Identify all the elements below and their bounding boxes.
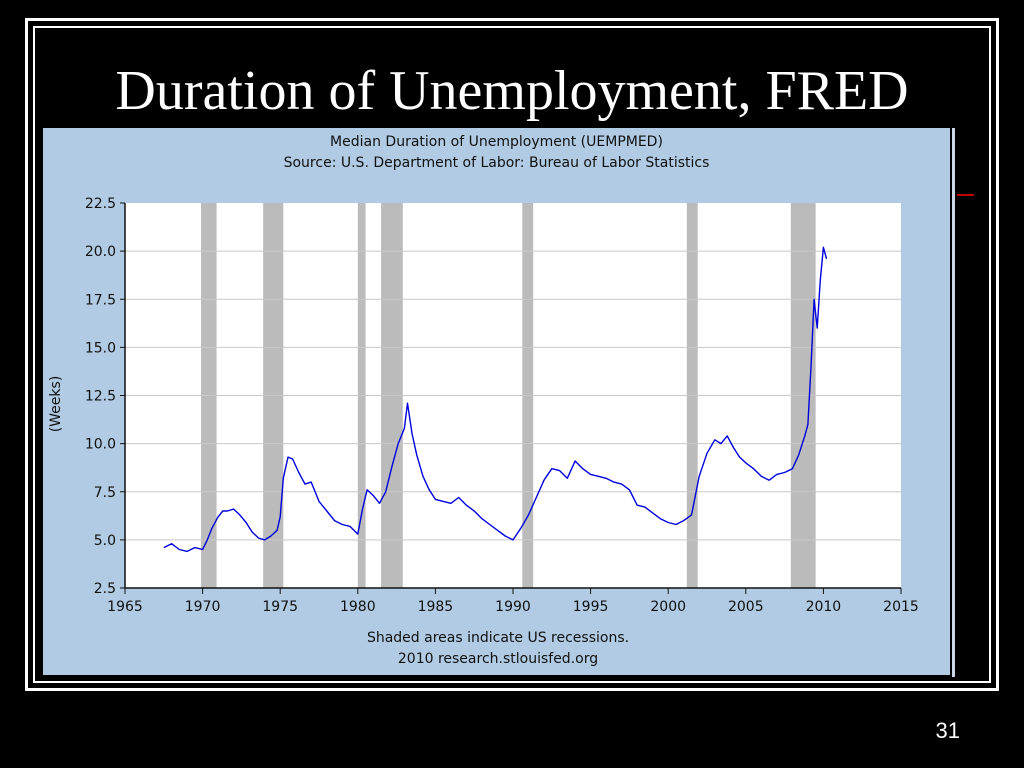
- panel-edge-rule: [952, 128, 955, 677]
- x-tick-label: 1965: [107, 599, 143, 615]
- chart-title: Median Duration of Unemployment (UEMPMED…: [330, 134, 663, 150]
- chart-footnote-recessions: Shaded areas indicate US recessions.: [367, 630, 629, 646]
- x-tick-label: 1970: [185, 599, 221, 615]
- y-tick-label: 7.5: [94, 485, 116, 501]
- y-tick-label: 22.5: [85, 196, 116, 212]
- y-tick-label: 12.5: [85, 389, 116, 405]
- chart-subtitle: Source: U.S. Department of Labor: Bureau…: [283, 155, 710, 171]
- y-tick-label: 5.0: [94, 533, 116, 549]
- axes: 2.5 5.0 7.5 10.0 12.5 15.0 17.5 20.0 22.5 1965 197…: [85, 196, 919, 615]
- x-tick-label: 1980: [340, 599, 376, 615]
- x-tick-label: 1985: [418, 599, 454, 615]
- series-line: [163, 246, 828, 553]
- x-tick-label: 1990: [495, 599, 531, 615]
- slide-title: Duration of Unemployment, FRED: [115, 60, 909, 122]
- x-tick-label: 1975: [262, 599, 298, 615]
- y-tick-label: 15.0: [85, 340, 116, 356]
- page-number: 31: [935, 718, 960, 743]
- x-tick-label: 2000: [650, 599, 686, 615]
- x-tick-label: 2005: [728, 599, 764, 615]
- y-tick-label: 2.5: [94, 581, 116, 597]
- y-tick-label: 20.0: [85, 244, 116, 260]
- y-tick-label: 10.0: [85, 437, 116, 453]
- chart-footnote-source: 2010 research.stlouisfed.org: [398, 651, 598, 667]
- gridlines: [125, 250, 901, 541]
- slide-border-inner: [33, 26, 991, 683]
- y-tick-label: 17.5: [85, 292, 116, 308]
- y-axis-label: (Weeks): [48, 376, 64, 433]
- x-tick-label: 2010: [806, 599, 842, 615]
- x-tick-label: 1995: [573, 599, 609, 615]
- red-mark: [957, 194, 974, 196]
- series-layer: [163, 246, 828, 553]
- slide-border-outer: [25, 18, 999, 691]
- x-tick-label: 2015: [883, 599, 919, 615]
